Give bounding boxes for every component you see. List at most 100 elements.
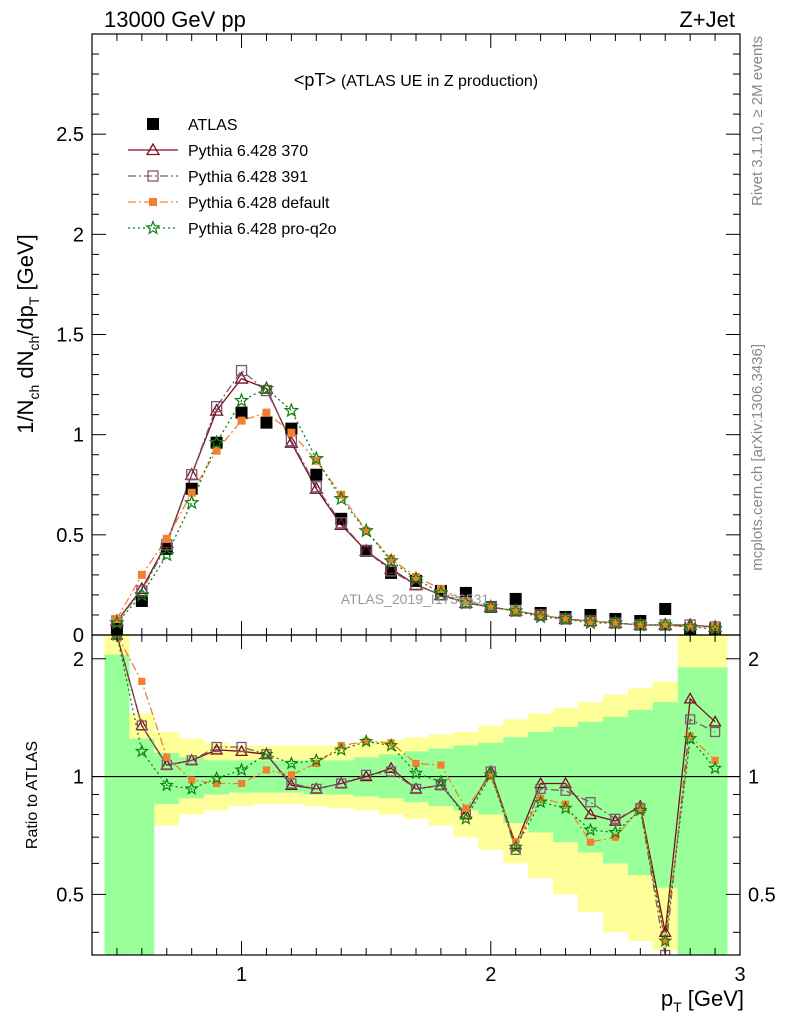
ratio-point-s3-4 <box>209 770 224 785</box>
ratio-point-s3-19 <box>583 822 598 837</box>
ratio-point-s3-9 <box>334 742 349 756</box>
legend-label-1: Pythia 6.428 370 <box>188 143 308 160</box>
y-axis-label-main: 1/Nch dNch/dpT [GeV] <box>13 234 42 434</box>
main-point-s3-19 <box>586 616 595 625</box>
ratio-point-s2-21 <box>636 804 644 812</box>
main-point-s2-5 <box>235 364 248 377</box>
ratio-point-s3-15 <box>483 767 498 781</box>
main-point-s3-5 <box>237 416 246 425</box>
ratio-point-s0-18 <box>559 776 573 789</box>
main-point-s3-2 <box>162 534 171 543</box>
ratio-point-s3-8 <box>309 752 324 767</box>
legend-marker-0 <box>147 118 159 130</box>
main-ytick-label-3: 1.5 <box>56 325 84 347</box>
main-point-s0-22 <box>659 602 672 615</box>
main-point-s4-22 <box>657 616 673 632</box>
main-point-s1-5 <box>234 371 249 384</box>
ratio-point-s1-1 <box>136 720 147 731</box>
main-point-s4-3 <box>183 494 200 510</box>
ratio-point-s2-3 <box>188 776 196 784</box>
main-point-s4-20 <box>607 614 624 630</box>
legend-marker-2 <box>147 170 159 182</box>
ratio-point-s1-12 <box>410 783 422 795</box>
main-point-s2-4 <box>210 400 223 413</box>
legend: ATLAS Pythia 6.428 370 Pythia 6.428 391 Pyt… <box>128 117 337 238</box>
ratio-point-s1-7 <box>286 778 297 789</box>
ratio-point-s2-18 <box>561 800 570 808</box>
main-point-s4-9 <box>333 490 349 506</box>
ratio-point-s3-18 <box>558 800 573 815</box>
main-point-s3-4 <box>212 446 221 455</box>
main-point-s4-4 <box>208 434 225 450</box>
main-point-s4-7 <box>283 402 300 418</box>
main-point-s4-0 <box>109 614 125 630</box>
ratio-point-s3-1 <box>134 743 149 758</box>
ratio-ytick-label-right-1: 1 <box>748 767 759 789</box>
main-title: <pT> (ATLAS UE in Z production) <box>294 70 538 90</box>
main-point-s0-6 <box>260 416 273 429</box>
main-point-s0-10 <box>360 544 373 557</box>
ratio-point-s2-24 <box>711 756 719 764</box>
ratio-point-s2-23 <box>686 732 694 740</box>
ratio-point-s0-10 <box>359 769 373 782</box>
main-point-s3-10 <box>362 526 371 535</box>
ratio-point-s3-5 <box>234 762 249 776</box>
ratio-point-s3-17 <box>533 794 548 809</box>
ratio-point-s2-6 <box>262 766 271 774</box>
ratio-point-s3-16 <box>508 839 523 854</box>
ratio-line-series-1 <box>116 635 716 955</box>
main-point-s4-17 <box>532 608 549 624</box>
ratio-point-s3-14 <box>458 811 473 825</box>
main-point-s2-3 <box>186 469 198 481</box>
ratio-point-s1-19 <box>585 797 596 808</box>
main-point-s1-8 <box>309 481 324 494</box>
main-ytick-label-1: 0.5 <box>56 525 84 547</box>
ratio-point-s1-18 <box>560 785 571 796</box>
ratio-uncertainty-bands <box>104 635 728 955</box>
main-point-s3-23 <box>686 622 695 631</box>
main-point-s1-4 <box>209 403 224 416</box>
main-point-s0-5 <box>235 406 248 419</box>
ratio-point-s3-10 <box>359 733 374 748</box>
legend-marker-4 <box>145 219 161 235</box>
legend-label-0: ATLAS <box>188 117 238 134</box>
ratio-point-s2-17 <box>537 794 545 802</box>
main-point-s3-7 <box>287 428 296 437</box>
legend-marker-1 <box>145 142 161 156</box>
ratio-point-s3-11 <box>383 738 399 752</box>
main-point-s4-16 <box>507 602 524 618</box>
main-point-s3-11 <box>387 554 396 563</box>
main-point-s4-15 <box>483 598 499 614</box>
main-point-s1-9 <box>334 517 349 530</box>
inner-band-bin-16 <box>503 737 529 824</box>
title-sub: (ATLAS UE in Z production) <box>341 73 538 90</box>
ratio-ytick-label-right-2: 2 <box>748 649 759 671</box>
inner-band-bin-0 <box>104 654 130 955</box>
main-point-s3-22 <box>661 620 670 629</box>
ratio-point-s3-3 <box>184 781 199 795</box>
ratio-xtick-label-0: 1 <box>236 964 247 986</box>
ratio-point-s1-24 <box>709 726 721 738</box>
ratio-point-s3-2 <box>159 777 174 792</box>
ratio-point-s2-22 <box>661 937 669 945</box>
ratio-point-s2-15 <box>487 772 495 781</box>
inner-band-bin-17 <box>528 731 554 833</box>
main-point-s4-8 <box>308 450 325 466</box>
main-point-s4-5 <box>233 392 250 408</box>
ratio-point-s0-19 <box>583 807 597 820</box>
main-point-s2-6 <box>260 384 273 397</box>
main-line-series-2 <box>116 369 716 628</box>
ratio-point-s3-12 <box>408 765 424 780</box>
main-point-s1-1 <box>134 581 149 595</box>
main-ytick-label-5: 2.5 <box>56 124 84 146</box>
ratio-point-s2-14 <box>462 804 470 812</box>
main-point-s3-6 <box>262 408 271 417</box>
main-point-s2-8 <box>310 481 322 493</box>
x-axis-label: pT [GeV] <box>661 986 744 1015</box>
main-point-s3-14 <box>461 596 470 605</box>
ratio-point-s1-20 <box>610 813 621 824</box>
main-point-s3-15 <box>486 602 495 611</box>
ratio-point-s3-13 <box>433 774 449 788</box>
main-point-s4-19 <box>582 614 599 630</box>
